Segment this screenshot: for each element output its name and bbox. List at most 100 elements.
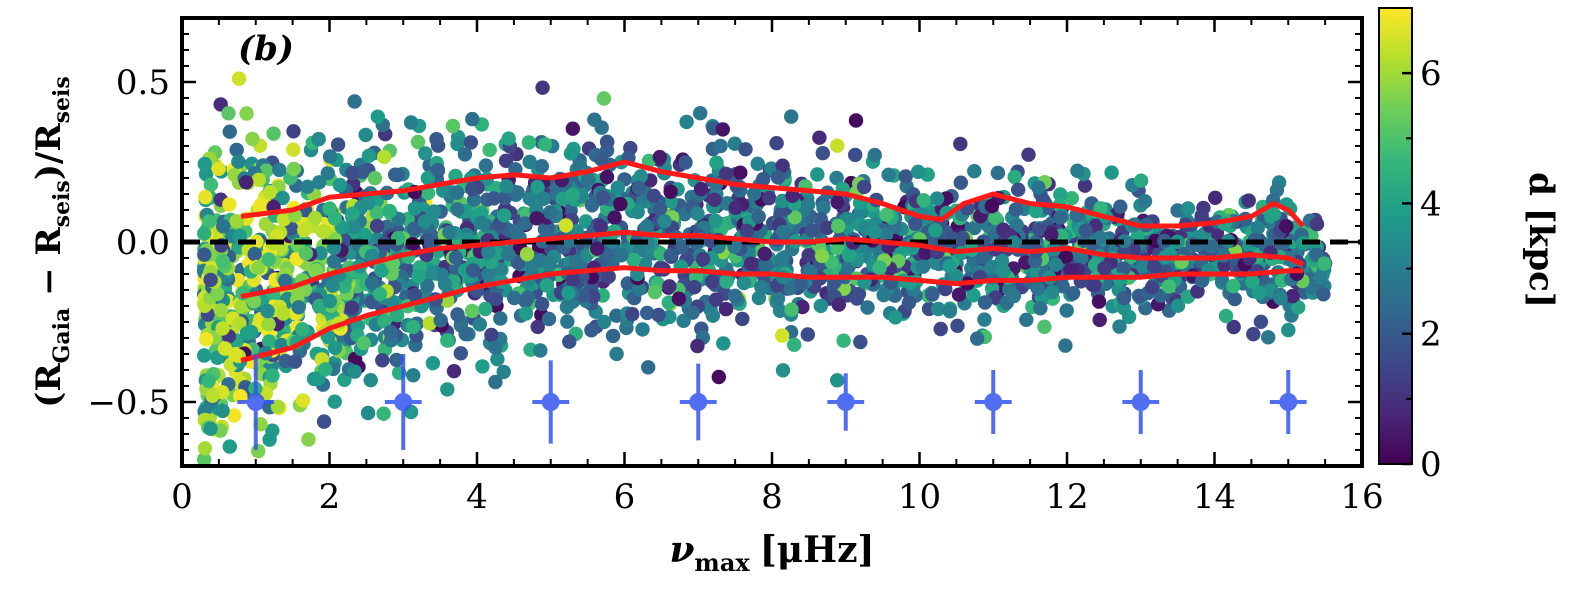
scatter-point bbox=[901, 295, 917, 310]
scatter-point bbox=[498, 153, 514, 168]
scatter-point bbox=[374, 263, 389, 278]
scatter-point bbox=[347, 364, 362, 379]
scatter-point bbox=[251, 172, 266, 187]
scatter-point bbox=[197, 441, 213, 456]
scatter-point bbox=[228, 347, 243, 362]
scatter-point bbox=[641, 360, 656, 375]
scatter-point bbox=[719, 274, 734, 289]
scatter-point bbox=[836, 333, 851, 348]
scatter-point bbox=[633, 169, 648, 184]
scatter-point bbox=[420, 278, 435, 294]
scatter-point bbox=[327, 211, 342, 226]
scatter-point bbox=[473, 215, 489, 230]
scatter-point bbox=[221, 106, 236, 121]
scatter-point bbox=[464, 303, 480, 319]
scatter-point bbox=[609, 346, 624, 362]
y-tick-label: −0.5 bbox=[87, 383, 170, 423]
scatter-point bbox=[599, 134, 615, 150]
scatter-point bbox=[814, 248, 830, 264]
scatter-point bbox=[916, 193, 931, 208]
scatter-point bbox=[517, 216, 533, 231]
scatter-point bbox=[211, 469, 225, 483]
scatter-point bbox=[647, 284, 663, 300]
scatter-point bbox=[377, 314, 392, 329]
scatter-point bbox=[316, 414, 332, 429]
scatter-point bbox=[1021, 147, 1036, 162]
scatter-point bbox=[1144, 280, 1160, 295]
scatter-point bbox=[345, 206, 360, 221]
x-tick-label: 16 bbox=[1340, 477, 1383, 517]
scatter-point bbox=[522, 154, 537, 170]
scatter-point bbox=[426, 204, 442, 219]
scatter-point bbox=[1031, 180, 1046, 195]
scatter-point bbox=[739, 223, 754, 238]
scatter-point bbox=[518, 293, 533, 309]
scatter-point bbox=[614, 248, 629, 263]
colorbar-tick-label: 6 bbox=[1420, 54, 1442, 94]
scatter-point bbox=[301, 432, 316, 447]
scatter-point bbox=[488, 291, 503, 307]
scatter-point bbox=[423, 266, 439, 281]
scatter-point bbox=[663, 184, 678, 199]
scatter-point bbox=[360, 405, 376, 421]
scatter-point bbox=[776, 224, 791, 240]
scatter-point bbox=[1180, 201, 1196, 216]
scatter-point bbox=[801, 248, 816, 263]
scatter-point bbox=[657, 214, 672, 229]
scatter-point bbox=[298, 246, 314, 261]
scatter-point bbox=[898, 169, 913, 184]
scatter-point bbox=[229, 142, 244, 158]
scatter-point bbox=[831, 297, 846, 312]
scatter-point bbox=[1058, 338, 1073, 353]
scatter-point bbox=[1251, 285, 1267, 301]
scatter-point bbox=[984, 259, 999, 275]
scatter-point bbox=[411, 268, 426, 284]
scatter-point bbox=[565, 272, 581, 287]
scatter-point bbox=[1291, 300, 1306, 315]
scatter-point bbox=[1091, 294, 1107, 309]
scatter-point bbox=[848, 113, 864, 128]
axis-ticks: 0 2 4 6 8 10 12 14 16 −0.5 0.0 0.5 bbox=[87, 17, 1384, 517]
scatter-point bbox=[915, 259, 931, 274]
scatter-point bbox=[715, 122, 730, 137]
scatter-point bbox=[222, 439, 237, 454]
scatter-point bbox=[810, 167, 825, 182]
scatter-point bbox=[440, 382, 455, 397]
scatter-point bbox=[910, 164, 926, 179]
scatter-point bbox=[231, 71, 247, 86]
scatter-point bbox=[307, 211, 323, 226]
scatter-point bbox=[709, 155, 724, 170]
scatter-point bbox=[364, 275, 380, 291]
scatter-point bbox=[607, 210, 622, 225]
scatter-point bbox=[330, 137, 346, 152]
scatter-point bbox=[1028, 203, 1044, 219]
scatter-point bbox=[735, 311, 750, 327]
scatter-point bbox=[244, 483, 258, 497]
scatter-point bbox=[1279, 219, 1294, 234]
colorbar-tick-label: 4 bbox=[1420, 184, 1442, 224]
scatter-point bbox=[383, 324, 398, 340]
scatter-point bbox=[265, 368, 280, 383]
scatter-point bbox=[754, 280, 769, 295]
scatter-point bbox=[750, 156, 765, 171]
scatter-point bbox=[322, 293, 337, 309]
scatter-point bbox=[229, 214, 244, 229]
scatter-point bbox=[1117, 234, 1132, 249]
scatter-point bbox=[346, 220, 361, 235]
scatter-point bbox=[448, 250, 464, 265]
scatter-point bbox=[813, 298, 828, 314]
scatter-point bbox=[1104, 165, 1119, 180]
scatter-point bbox=[860, 300, 875, 315]
scatter-point bbox=[198, 189, 213, 205]
scatter-point bbox=[576, 288, 591, 303]
scatter-point bbox=[872, 260, 887, 275]
scatter-point bbox=[705, 308, 721, 323]
scatter-point bbox=[213, 303, 229, 318]
scatter-point bbox=[481, 245, 496, 260]
scatter-point bbox=[770, 170, 786, 185]
scatter-point bbox=[318, 362, 333, 377]
scatter-point bbox=[457, 147, 473, 162]
scatter-point bbox=[1092, 230, 1108, 245]
scatter-point bbox=[203, 272, 218, 288]
scatter-point bbox=[800, 327, 815, 342]
